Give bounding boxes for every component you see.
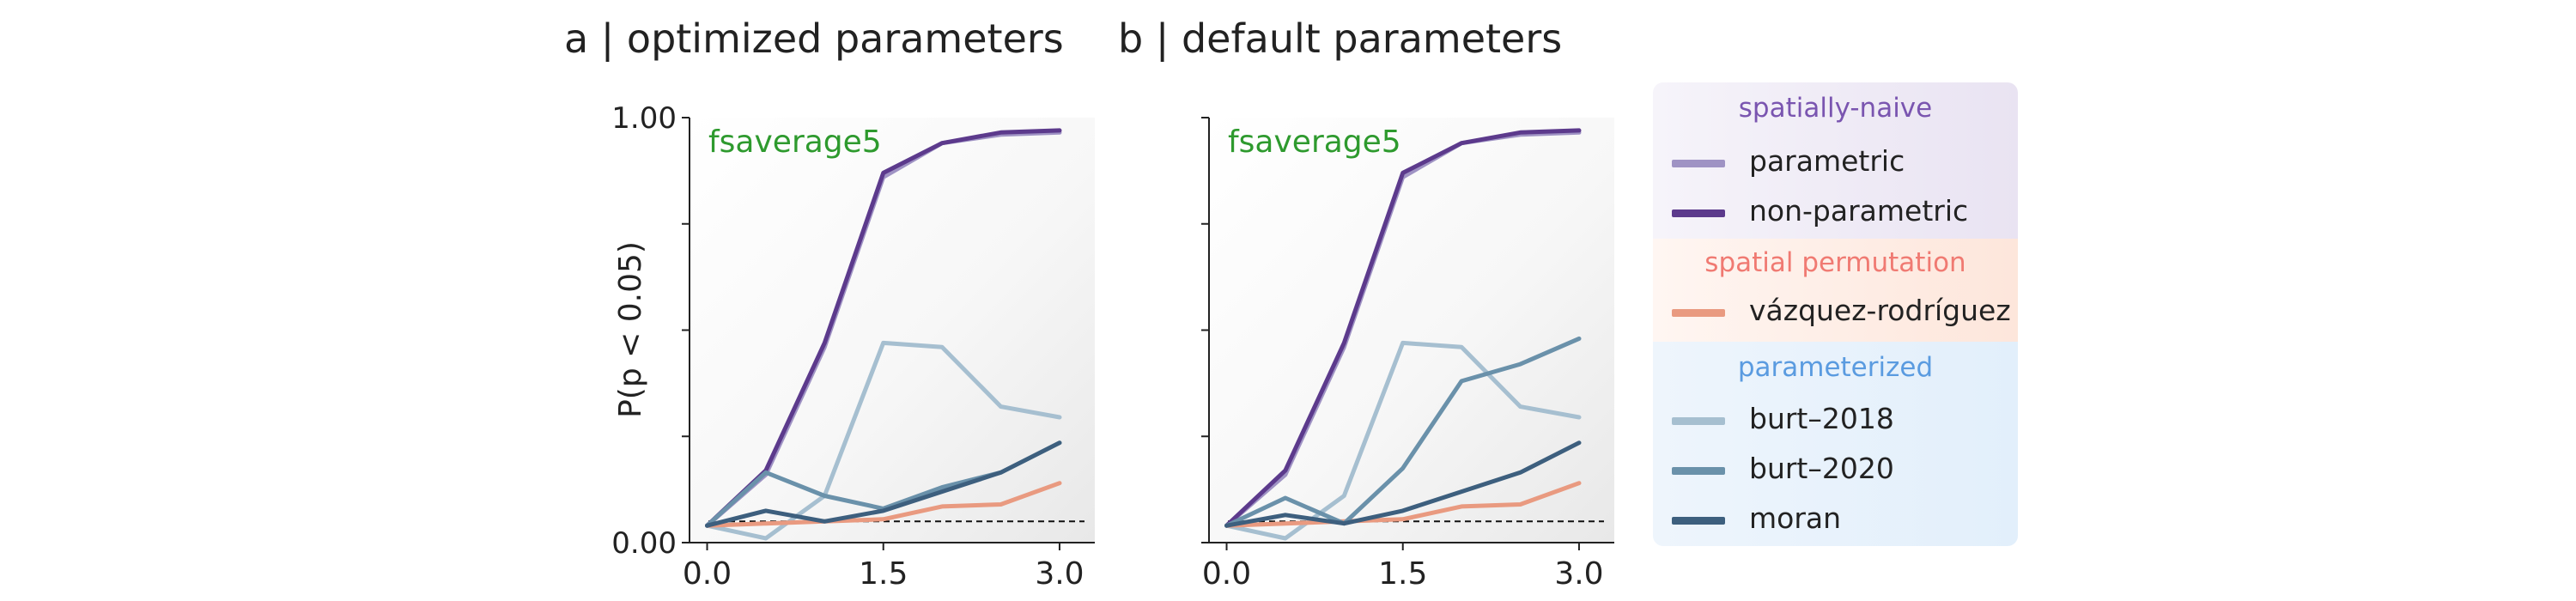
y-axis-label: P(p < 0.05) — [613, 241, 648, 418]
legend-label: burt–2018 — [1749, 402, 1894, 435]
x-tick-label: 1.5 — [1378, 556, 1427, 592]
legend-swatch — [1672, 467, 1725, 475]
annotation-fsaverage5: fsaverage5 — [708, 124, 882, 160]
x-tick-label: 0.0 — [1202, 556, 1251, 592]
x-tick-label: 3.0 — [1554, 556, 1603, 592]
y-axis-label-text: P(p < 0.05) — [613, 241, 648, 418]
legend-label: vázquez-rodríguez — [1749, 294, 2011, 327]
series-line-vazquez — [1224, 481, 1582, 528]
legend-swatch — [1672, 417, 1725, 425]
plot-background — [690, 118, 1095, 543]
legend-swatch — [1672, 160, 1725, 167]
legend-group-spatially-naive: spatially-naive parametric non-parametric — [1653, 82, 2018, 239]
series-line-burt2018 — [1224, 340, 1582, 541]
legend-group-title: spatially-naive — [1738, 93, 1933, 124]
legend-swatch — [1672, 517, 1725, 525]
series-line-vazquez — [705, 481, 1062, 528]
legend-group-parameterized: parameterized burt–2018 burt–2020 moran — [1653, 342, 2018, 546]
legend-label: moran — [1749, 501, 1842, 535]
legend-label: burt–2020 — [1749, 452, 1894, 485]
x-tick-label: 1.5 — [859, 556, 908, 592]
x-tick-label: 0.0 — [683, 556, 732, 592]
legend-swatch — [1672, 309, 1725, 317]
panel-a-title: a | optimized parameters — [564, 15, 1064, 62]
legend-group-title: spatial permutation — [1704, 247, 1966, 278]
y-tick-label: 0.00 — [611, 526, 677, 561]
legend-swatch — [1672, 209, 1725, 217]
legend: spatially-naive parametric non-parametric s… — [1653, 82, 2018, 546]
panel-a: 0.00 1.00 0.0 1.5 3.0 fsaverage5 — [611, 101, 1095, 592]
series-line-moran — [705, 440, 1062, 528]
x-tick-label: 3.0 — [1035, 556, 1084, 592]
series-line-moran — [1224, 440, 1582, 528]
series-line-burt2020 — [1224, 336, 1582, 528]
panel-b-title: b | default parameters — [1118, 15, 1563, 62]
series-line-non_parametric — [1224, 128, 1582, 528]
plot-background — [1209, 118, 1614, 543]
legend-label: parametric — [1749, 144, 1905, 178]
legend-label: non-parametric — [1749, 194, 1969, 228]
legend-group-spatial-permutation: spatial permutation vázquez-rodríguez — [1653, 239, 2018, 342]
legend-group-title: parameterized — [1737, 352, 1934, 383]
y-tick-label: 1.00 — [611, 101, 677, 136]
annotation-fsaverage5: fsaverage5 — [1228, 124, 1401, 160]
chart-area: P(p < 0.05) 0.001.000.0 1.5 3.0fsaverage5 … — [611, 101, 1614, 592]
series-line-burt2018 — [705, 340, 1062, 541]
panel-b: 0.0 1.5 3.0 fsaverage5 — [1201, 117, 1614, 592]
